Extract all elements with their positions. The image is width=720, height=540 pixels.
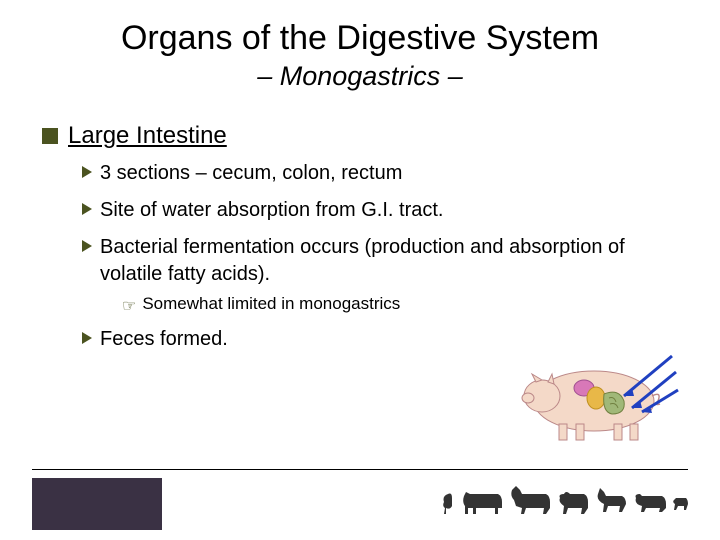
sub-bullet-1: ☞ Somewhat limited in monogastrics [122, 294, 688, 316]
bullet-1: 3 sections – cecum, colon, rectum [82, 160, 688, 187]
bullet-3: Bacterial fermentation occurs (productio… [82, 234, 688, 288]
slide-subtitle: – Monogastrics – [32, 61, 688, 92]
slide-container: Organs of the Digestive System – Monogas… [0, 0, 720, 540]
triangle-bullet-icon [82, 332, 92, 344]
footer-divider [32, 469, 688, 470]
bullet-2-text: Site of water absorption from G.I. tract… [100, 197, 443, 224]
pig-anatomy-illustration [504, 346, 684, 446]
heading-row: Large Intestine [42, 122, 688, 150]
triangle-bullet-icon [82, 203, 92, 215]
content-area: Large Intestine 3 sections – cecum, colo… [32, 122, 688, 353]
slide-title: Organs of the Digestive System [32, 18, 688, 59]
square-bullet-icon [42, 128, 58, 144]
bullet-1-text: 3 sections – cecum, colon, rectum [100, 160, 402, 187]
animal-silhouettes [438, 482, 688, 518]
bullet-4-text: Feces formed. [100, 326, 228, 353]
section-heading: Large Intestine [68, 122, 227, 150]
triangle-bullet-icon [82, 166, 92, 178]
sub-bullet-1-text: Somewhat limited in monogastrics [142, 294, 400, 314]
bullet-2: Site of water absorption from G.I. tract… [82, 197, 688, 224]
triangle-bullet-icon [82, 240, 92, 252]
hand-bullet-icon: ☞ [122, 296, 136, 316]
bullet-3-text: Bacterial fermentation occurs (productio… [100, 234, 688, 288]
footer-logo-box [32, 478, 162, 530]
